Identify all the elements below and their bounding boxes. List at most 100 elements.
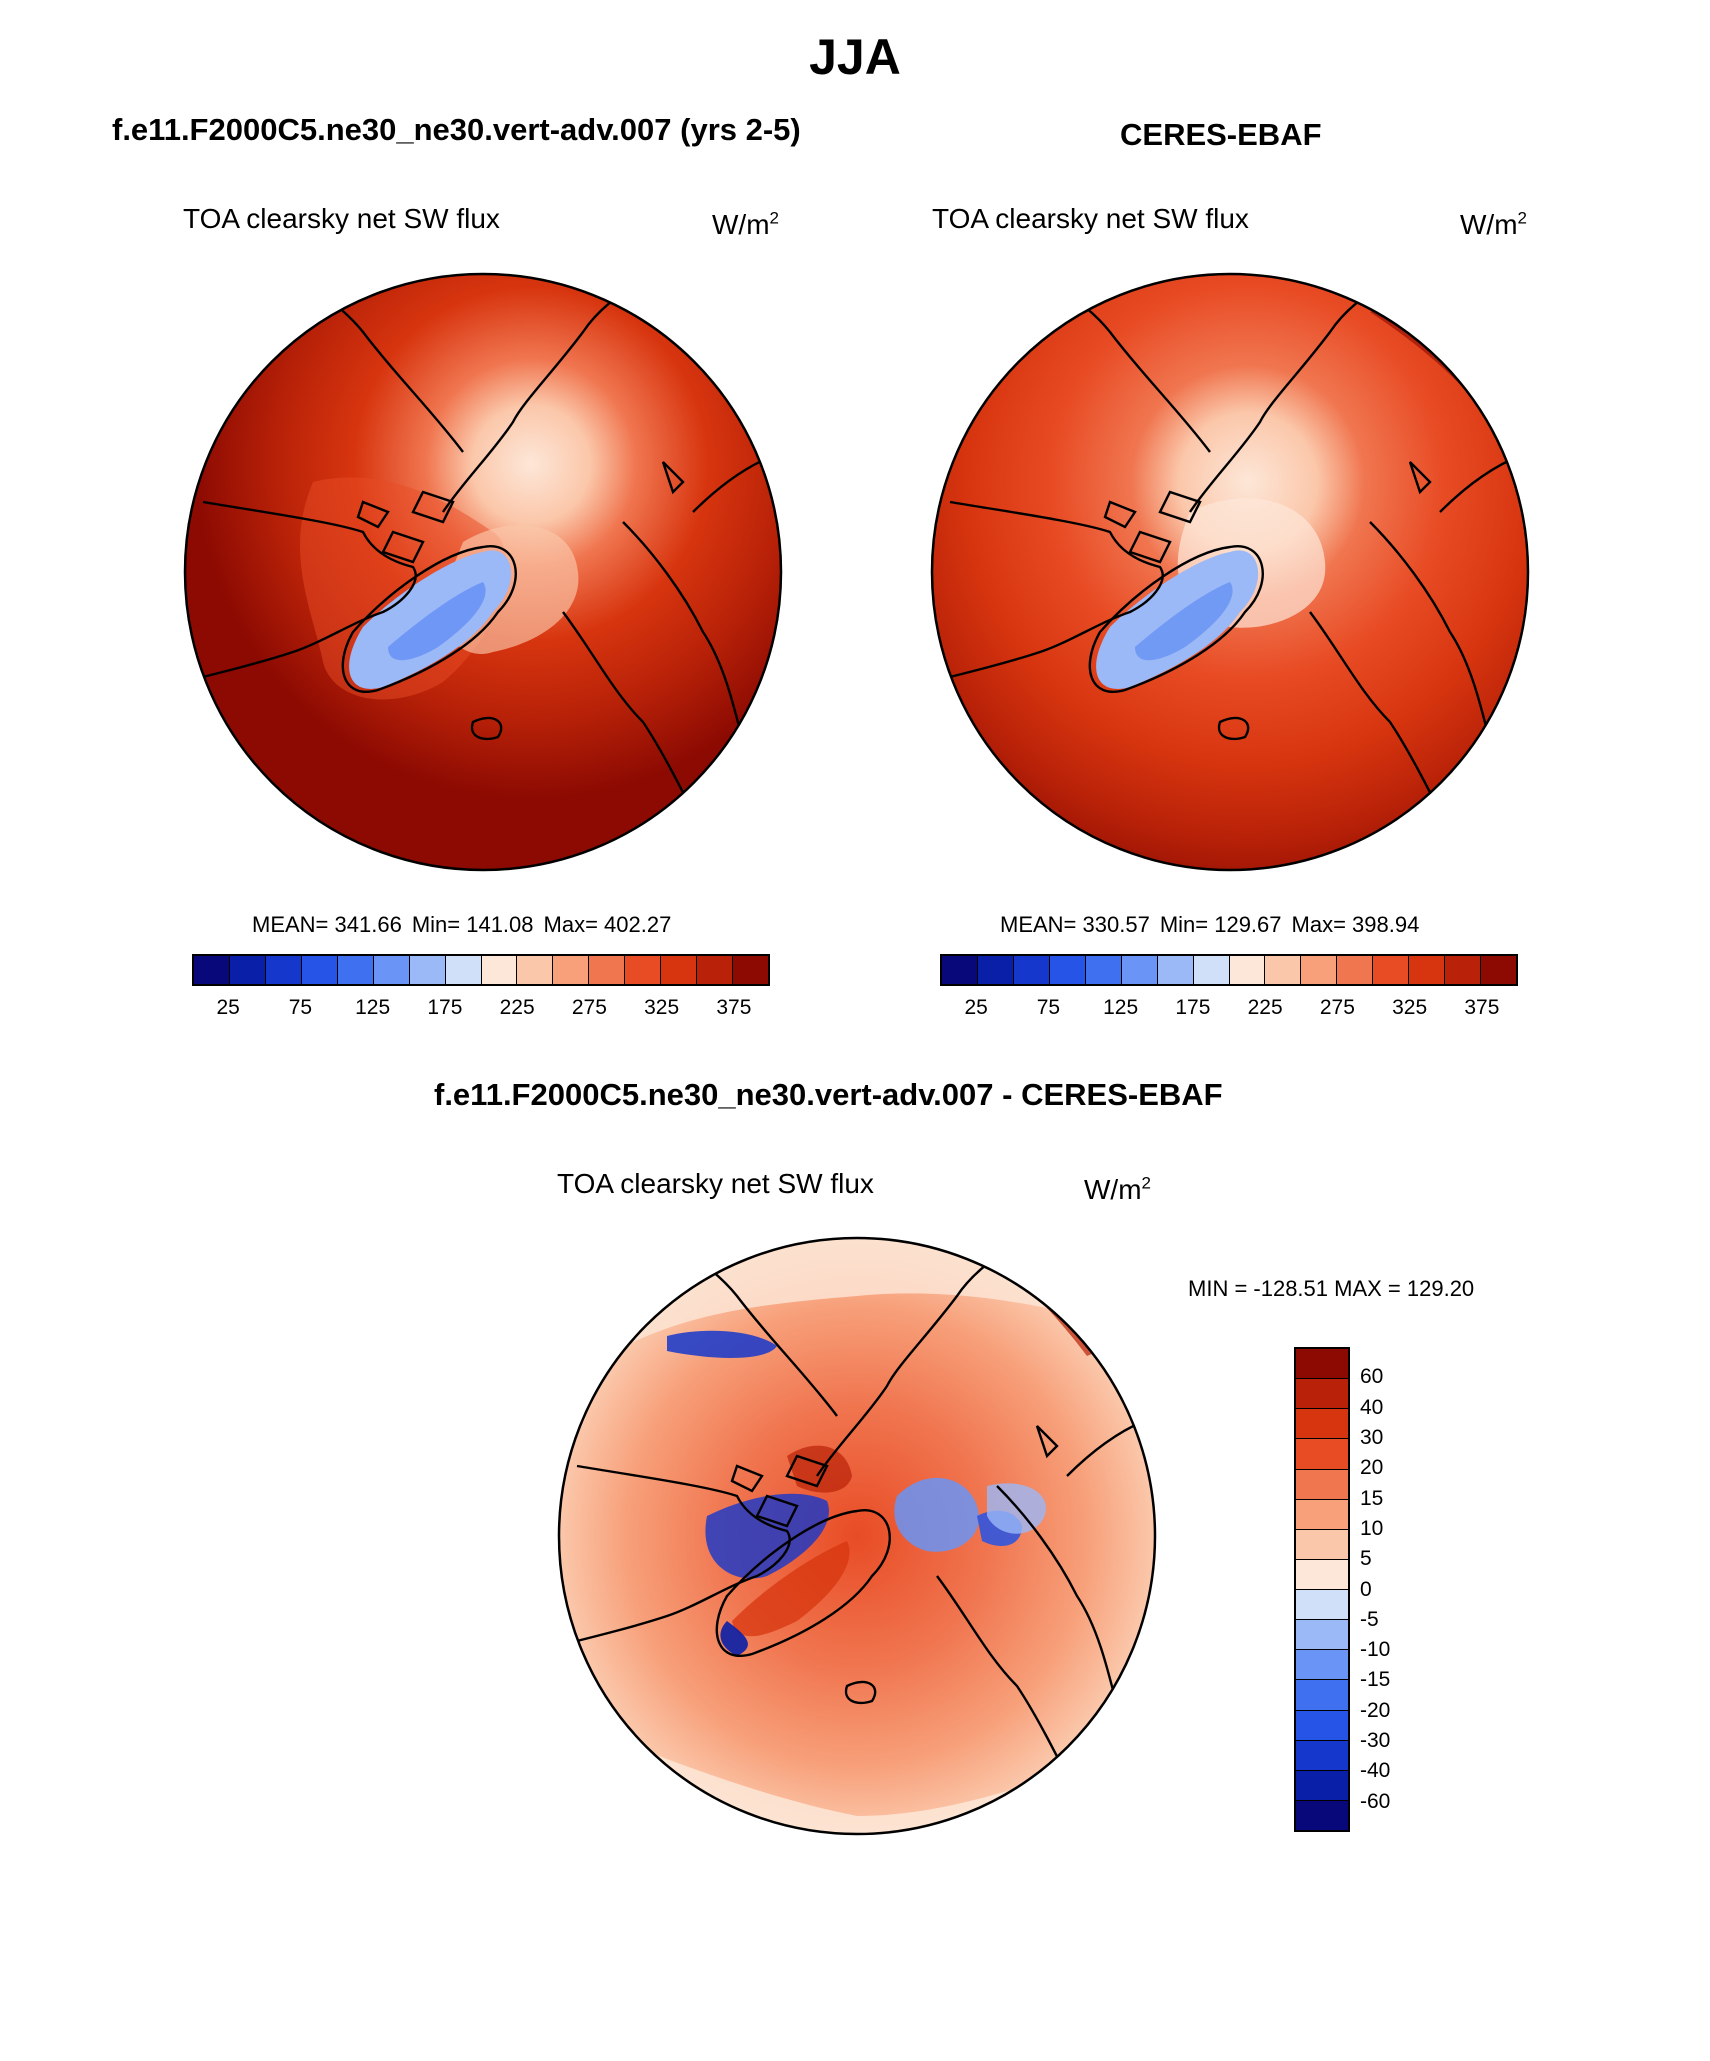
colorbar-tick-label: 275 [1319,996,1355,1019]
colorbar-tick-label: 275 [571,996,607,1019]
colorbar-swatch [1296,1379,1348,1410]
colorbar-tick-label: -20 [1360,1698,1391,1722]
diff-units: W/m2 [1084,1173,1151,1205]
colorbar-swatch [1049,956,1086,984]
colorbar-swatch [1229,956,1266,984]
diff-map [557,1236,1157,1836]
diff-colorbar-labels: 60 40 30 20 15 10 5 0 -5 -10 -15 -20 -30 -40 -60 [1360,1347,1440,1832]
colorbar-swatch [265,956,302,984]
panel-1-title: f.e11.F2000C5.ne30_ne30.vert-adv.007 (yr… [112,112,801,147]
panel-2-map [930,272,1530,872]
colorbar-swatch [481,956,518,984]
colorbar-swatch [229,956,266,984]
colorbar-tick-label: 20 [1360,1456,1384,1480]
colorbar-swatch [1296,1559,1348,1590]
figure-title: JJA [809,29,901,85]
colorbar-swatch [697,956,734,984]
colorbar-tick-label: 25 [964,996,988,1019]
colorbar-tick-label: 30 [1360,1425,1384,1449]
map-border [183,272,783,872]
panel-1-map [183,272,783,872]
colorbar-swatch [1296,1620,1348,1651]
colorbar-swatch [373,956,410,984]
colorbar-swatch [1085,956,1122,984]
colorbar-tick-label: 225 [1247,996,1283,1019]
colorbar-tick-label: 5 [1360,1547,1372,1571]
colorbar-swatch [1296,1499,1348,1530]
colorbar-tick-label: 75 [288,996,313,1019]
diff-stats: MIN = -128.51 MAX = 129.20 [1188,1276,1475,1301]
colorbar-tick-label: 375 [716,996,752,1019]
colorbar-swatch [942,956,978,984]
colorbar-tick-label: 375 [1464,996,1500,1019]
colorbar-tick-label: -40 [1360,1759,1391,1783]
colorbar-tick-label: 40 [1360,1395,1384,1419]
panel-1-colorbar-labels: 25 75 125 175 225 275 325 375 [192,996,770,1026]
colorbar-swatch [1296,1680,1348,1711]
colorbar-swatch [1337,956,1374,984]
colorbar-tick-label: 225 [499,996,535,1019]
colorbar-swatch [1296,1409,1348,1440]
colorbar-swatch [1296,1349,1348,1380]
diff-panel-title: f.e11.F2000C5.ne30_ne30.vert-adv.007 - C… [434,1077,1223,1112]
colorbar-tick-label: 0 [1360,1577,1372,1601]
colorbar-tick-label: 60 [1360,1365,1384,1389]
panel-1-colorbar [192,954,770,986]
colorbar-swatch [1296,1439,1348,1470]
colorbar-tick-label: 325 [644,996,680,1019]
colorbar-swatch [625,956,662,984]
colorbar-swatch [1481,956,1516,984]
colorbar-swatch [337,956,374,984]
colorbar-swatch [1121,956,1158,984]
colorbar-tick-label: 175 [1175,996,1211,1019]
colorbar-tick-label: 125 [1103,996,1139,1019]
colorbar-swatch [1296,1800,1348,1830]
colorbar-swatch [1296,1710,1348,1741]
colorbar-swatch [1265,956,1302,984]
colorbar-swatch [1193,956,1230,984]
colorbar-swatch [301,956,338,984]
colorbar-swatch [517,956,554,984]
panel-1-units: W/m2 [712,208,779,240]
colorbar-tick-label: -5 [1360,1607,1379,1631]
diff-colorbar [1294,1347,1350,1832]
panel-1-variable-label: TOA clearsky net SW flux [183,203,500,234]
panel-2-variable-label: TOA clearsky net SW flux [932,203,1249,234]
panel-2-colorbar-labels: 25 75 125 175 225 275 325 375 [940,996,1518,1026]
colorbar-tick-label: 175 [427,996,463,1019]
colorbar-swatch [1373,956,1410,984]
colorbar-swatch [1445,956,1482,984]
colorbar-tick-label: 25 [216,996,240,1019]
colorbar-tick-label: 10 [1360,1516,1384,1540]
colorbar-tick-label: -30 [1360,1729,1391,1753]
panel-2-units: W/m2 [1460,208,1527,240]
colorbar-swatch [553,956,590,984]
colorbar-swatch [1301,956,1338,984]
colorbar-swatch [1296,1740,1348,1771]
colorbar-tick-label: -10 [1360,1638,1391,1662]
colorbar-swatch [977,956,1014,984]
colorbar-tick-label: 75 [1036,996,1061,1019]
colorbar-swatch [1409,956,1446,984]
colorbar-swatch [1296,1770,1348,1801]
diff-variable-label: TOA clearsky net SW flux [557,1168,874,1199]
panel-1-stats: MEAN= 341.66 Min= 141.08 Max= 402.27 [252,912,672,937]
difference-field [559,1238,1155,1834]
colorbar-swatch [1296,1469,1348,1500]
colorbar-swatch [409,956,446,984]
colorbar-swatch [194,956,230,984]
colorbar-tick-label: 15 [1360,1486,1384,1510]
colorbar-swatch [1157,956,1194,984]
colorbar-swatch [661,956,698,984]
colorbar-swatch [733,956,768,984]
map-border [930,272,1530,872]
panel-2-title: CERES-EBAF [1120,117,1322,152]
colorbar-swatch [1296,1590,1348,1621]
colorbar-tick-label: 325 [1392,996,1428,1019]
colorbar-swatch [445,956,482,984]
colorbar-swatch [1296,1650,1348,1681]
panel-2-colorbar [940,954,1518,986]
colorbar-swatch [1013,956,1050,984]
colorbar-tick-label: 125 [355,996,391,1019]
colorbar-tick-label: -15 [1360,1668,1391,1692]
